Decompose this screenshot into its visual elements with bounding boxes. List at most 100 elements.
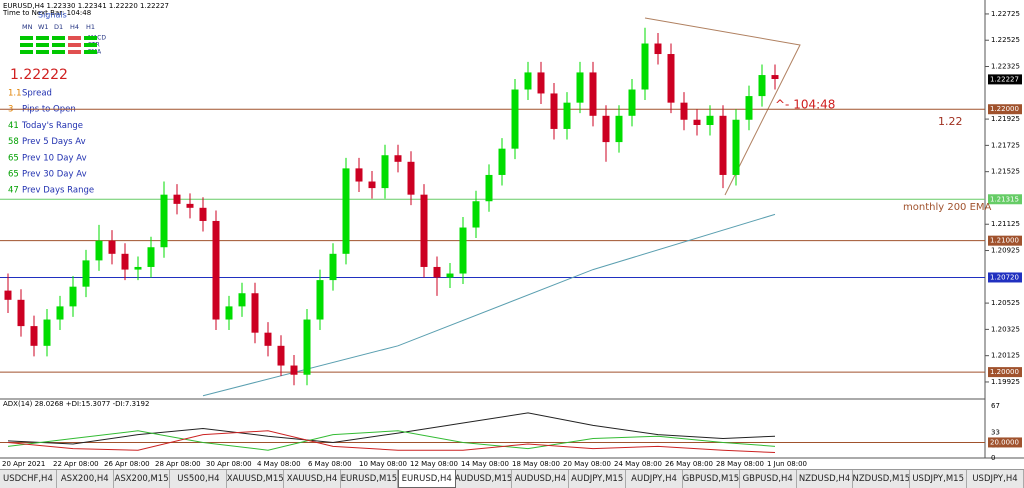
timeframe-label: MN xyxy=(22,23,33,31)
candle-body xyxy=(433,266,441,278)
candle-body xyxy=(420,194,428,267)
info-value: 41 xyxy=(8,121,19,131)
tab[interactable]: AUDJPY,M15 xyxy=(569,470,627,488)
adx-title: ADX(14) 28.0268 +DI:15.3077 -DI:7.3192 xyxy=(3,400,149,408)
candle-body xyxy=(368,181,376,189)
level-label: 1.22000 xyxy=(990,105,1019,113)
level-label: 1.21000 xyxy=(990,237,1019,245)
signal-bar xyxy=(20,43,33,47)
info-label: Today's Range xyxy=(21,121,83,131)
candle-body xyxy=(459,227,467,274)
tab[interactable]: EURUSD,M15 xyxy=(341,470,398,488)
signal-bar xyxy=(84,36,97,40)
tab[interactable]: AUDUSD,H4 xyxy=(512,470,570,488)
adx-tick-label: 67 xyxy=(991,402,1000,410)
candle-body xyxy=(82,260,90,287)
candle-body xyxy=(316,280,324,320)
timeframe-label: W1 xyxy=(38,23,49,31)
tab[interactable]: XAUUSD,H4 xyxy=(284,470,341,488)
candle-body xyxy=(576,72,584,103)
level-box xyxy=(988,367,1022,378)
y-tick-label: 1.19925 xyxy=(991,378,1020,386)
candle-body xyxy=(238,293,246,307)
timeframe-label: D1 xyxy=(54,23,63,31)
tab[interactable]: US500,H4 xyxy=(170,470,228,488)
candle-body xyxy=(4,290,12,300)
level-label: 1.20720 xyxy=(990,273,1019,281)
adx-level-box xyxy=(988,437,1022,448)
candle-body xyxy=(706,115,714,126)
candle-body xyxy=(199,207,207,221)
x-tick-label: 26 May 08:00 xyxy=(665,460,713,468)
x-tick-label: 12 May 08:00 xyxy=(410,460,458,468)
candle-body xyxy=(173,194,181,204)
x-tick-label: 22 Apr 08:00 xyxy=(53,460,99,468)
annotation: ^- 104:48 xyxy=(775,98,835,112)
candle-body xyxy=(329,253,337,281)
tab[interactable]: NZDUSD,M15 xyxy=(853,470,911,488)
tab[interactable]: ASX200,H4 xyxy=(57,470,114,488)
tab[interactable]: ASX200,M15 xyxy=(114,470,171,488)
candle-body xyxy=(693,119,701,126)
tab[interactable]: EURUSD,H4 xyxy=(397,470,456,488)
adx-line xyxy=(7,412,776,445)
candle-body xyxy=(511,89,519,149)
candle-body xyxy=(303,319,311,375)
y-tick-label: 1.21925 xyxy=(991,115,1020,123)
tab[interactable]: GBPUSD,M15 xyxy=(683,470,740,488)
level-box xyxy=(988,235,1022,246)
signals-title: Signals xyxy=(38,11,67,20)
tab[interactable]: GBPUSD,H4 xyxy=(740,470,797,488)
candle-body xyxy=(394,155,402,162)
candle-body xyxy=(160,194,168,248)
tab[interactable]: NZDUSD,H4 xyxy=(797,470,854,488)
triangle-trendline xyxy=(644,17,801,196)
tab[interactable]: AUDUSD,M15 xyxy=(456,470,513,488)
level-box xyxy=(988,272,1022,283)
current-price: 1.22227 xyxy=(990,75,1019,83)
tab[interactable]: XAUUSD,M15 xyxy=(227,470,285,488)
candle-body xyxy=(563,102,571,129)
tab[interactable]: USDCHF,H4 xyxy=(0,470,57,488)
signal-bar xyxy=(20,36,33,40)
candle-body xyxy=(290,365,298,375)
adx-line xyxy=(7,430,776,451)
candle-body xyxy=(589,72,597,116)
candle-body xyxy=(667,54,675,103)
y-tick-label: 1.21525 xyxy=(991,168,1020,176)
candle-body xyxy=(771,75,779,79)
x-tick-label: 4 May 08:00 xyxy=(257,460,301,468)
candle-body xyxy=(277,345,285,366)
candle-body xyxy=(43,319,51,346)
info-value: 65 xyxy=(8,170,19,180)
x-tick-label: 26 Apr 08:00 xyxy=(104,460,150,468)
candle-body xyxy=(485,174,493,202)
y-tick-label: 1.22525 xyxy=(991,36,1020,44)
y-tick-label: 1.20125 xyxy=(991,352,1020,360)
candle-body xyxy=(355,168,363,182)
info-value: 47 xyxy=(8,186,19,196)
candle-body xyxy=(498,148,506,175)
annotation: 1.22 xyxy=(938,115,963,128)
level-label: 1.20000 xyxy=(990,368,1019,376)
x-tick-label: 28 May 08:00 xyxy=(716,460,764,468)
signal-bar xyxy=(84,43,97,47)
ema-line xyxy=(202,213,776,397)
y-tick-label: 1.22325 xyxy=(991,63,1020,71)
candle-body xyxy=(17,299,25,327)
candle-body xyxy=(615,115,623,143)
annotation: monthly 200 EMA xyxy=(903,202,992,213)
tab[interactable]: AUDJPY,H4 xyxy=(626,470,683,488)
candle-body xyxy=(212,220,220,320)
info-label: Spread xyxy=(22,89,52,99)
candle-body xyxy=(251,293,259,333)
y-tick-label: 1.20525 xyxy=(991,299,1020,307)
candle-body xyxy=(407,161,415,195)
tab[interactable]: USDJPY,M15 xyxy=(910,470,968,488)
candle-body xyxy=(641,43,649,90)
chart: EURUSD,H4 1.22330 1.22341 1.22220 1.2222… xyxy=(0,0,1024,469)
candle-body xyxy=(550,93,558,129)
tab[interactable]: USDJPY,H4 xyxy=(967,470,1024,488)
y-tick-label: 1.21725 xyxy=(991,141,1020,149)
